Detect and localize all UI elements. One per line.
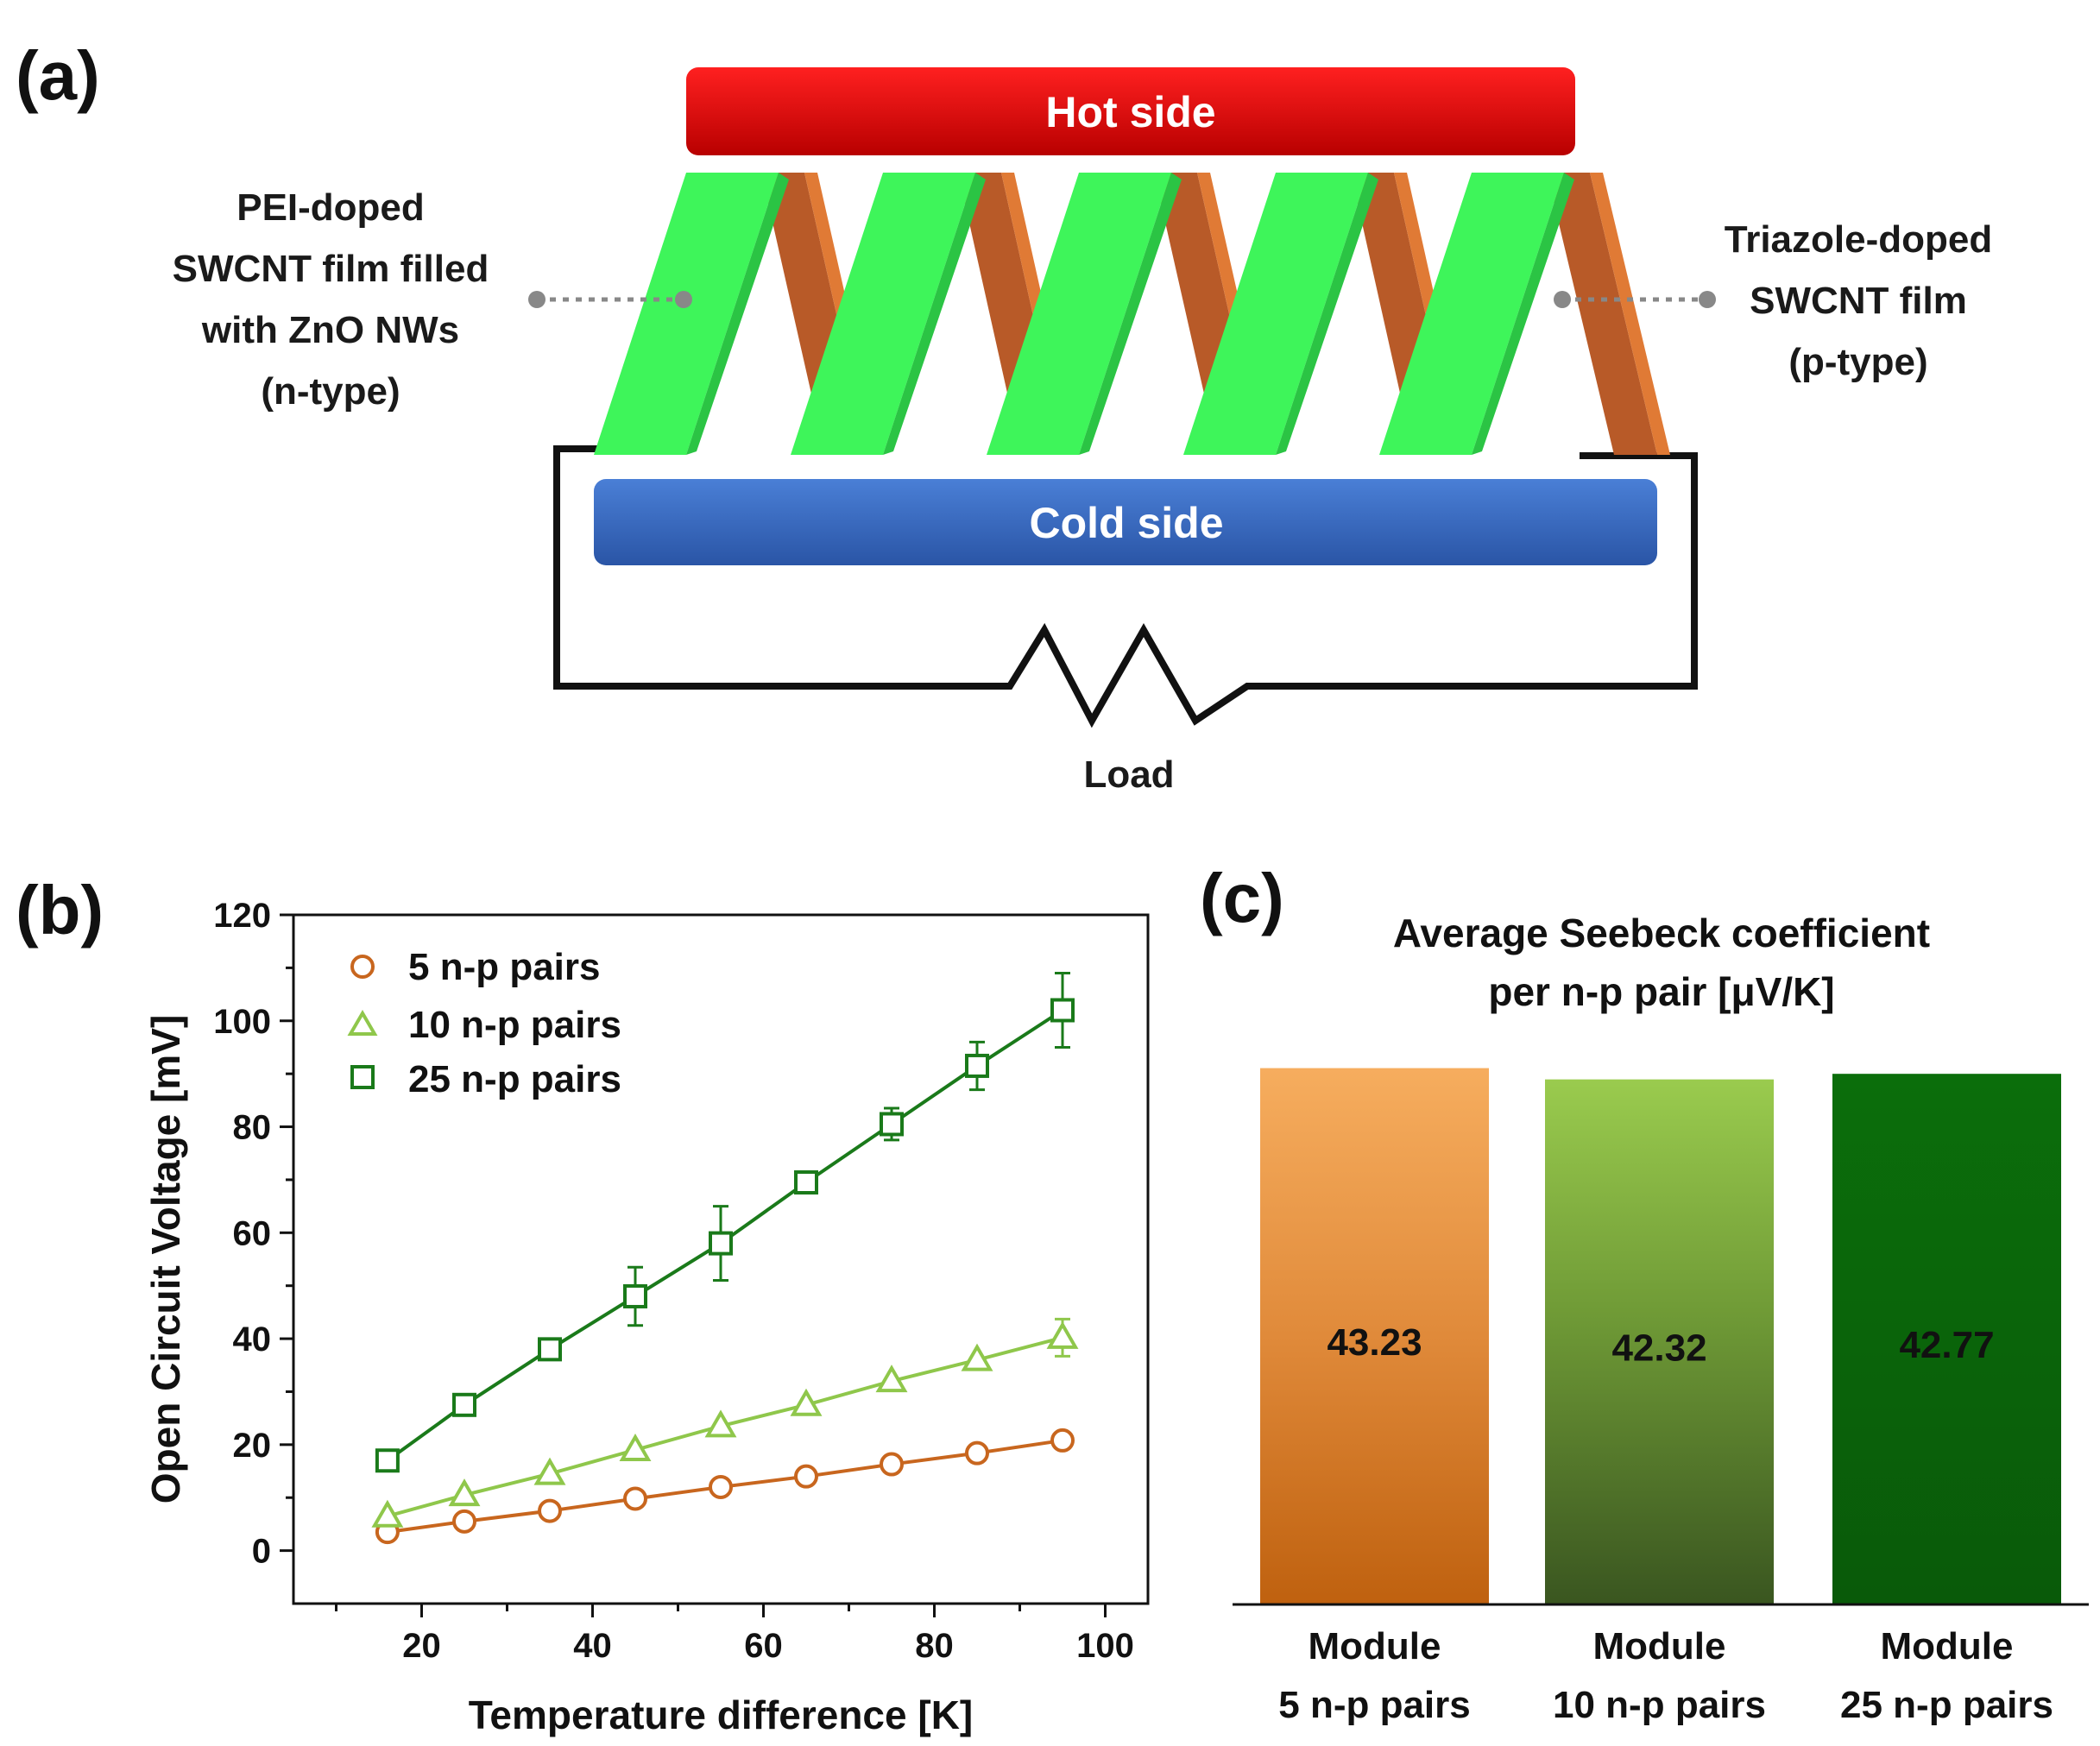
n-type-label-line3: with ZnO NWs bbox=[201, 309, 459, 351]
p-type-leg-edge bbox=[1590, 173, 1670, 455]
data-point-circle bbox=[709, 1474, 733, 1499]
data-point-square bbox=[709, 1231, 733, 1256]
data-point-square bbox=[375, 1448, 400, 1473]
x-tick-label: 60 bbox=[744, 1627, 783, 1665]
plot-b-frame bbox=[292, 913, 1150, 1605]
n-type-leg bbox=[987, 173, 1171, 455]
data-point-triangle bbox=[875, 1365, 908, 1393]
y-tick-label: 120 bbox=[213, 897, 271, 935]
bar bbox=[1545, 1079, 1774, 1604]
plot-c-title-line2: per n-p pair [μV/K] bbox=[1488, 969, 1834, 1014]
n-type-label-line2: SWCNT film filled bbox=[173, 248, 489, 290]
data-point-triangle bbox=[1046, 1321, 1079, 1349]
y-tick-label: 40 bbox=[233, 1321, 272, 1358]
panel-a-letter: (a) bbox=[16, 37, 100, 114]
hot-side-plate bbox=[686, 67, 1575, 155]
data-point-circle bbox=[452, 1509, 476, 1534]
bar-value-label: 43.23 bbox=[1327, 1321, 1422, 1364]
y-tick-label: 100 bbox=[213, 1003, 271, 1041]
plot-b-xlabel: Temperature difference [K] bbox=[469, 1692, 974, 1737]
panel-b-letter: (b) bbox=[16, 872, 104, 949]
x-tick-label: 40 bbox=[573, 1627, 612, 1665]
data-point-circle bbox=[1050, 1428, 1075, 1453]
y-tick-label: 20 bbox=[233, 1427, 272, 1465]
n-type-leg-edge bbox=[883, 173, 986, 455]
n-type-leg bbox=[791, 173, 975, 455]
circuit-wire bbox=[553, 445, 1698, 728]
legend-series-3: 25 n-p pairs bbox=[408, 1058, 621, 1100]
p-type-leg bbox=[1547, 173, 1657, 455]
bar-value-label: 42.77 bbox=[1899, 1324, 1994, 1366]
plot-c: 43.23 Module 5 n-p pairs 42.32 Module 10 n-p … bbox=[1260, 1068, 2061, 1726]
legend-series-2: 10 n-p pairs bbox=[408, 1004, 621, 1046]
plot-b-ylabel: Open Circuit Voltage [mV] bbox=[143, 1015, 188, 1504]
hot-side-label: Hot side bbox=[1045, 88, 1215, 136]
data-point-square bbox=[794, 1169, 818, 1194]
p-type-pointer-dot-right bbox=[1699, 291, 1716, 308]
n-type-leg-edge bbox=[686, 173, 789, 455]
n-type-leg-edge bbox=[1079, 173, 1182, 455]
data-point-triangle bbox=[790, 1388, 823, 1416]
bar-value-label: 42.32 bbox=[1611, 1327, 1706, 1369]
data-point-square bbox=[452, 1392, 476, 1417]
p-type-pointer-dot-left bbox=[1554, 291, 1571, 308]
n-type-pointer-dot-left bbox=[528, 291, 545, 308]
panel-c-letter: (c) bbox=[1200, 860, 1284, 936]
data-point-triangle bbox=[533, 1457, 566, 1485]
x-tick-label: 20 bbox=[402, 1627, 441, 1665]
bar-category-label: Module bbox=[1593, 1625, 1726, 1667]
plot-c-title-line1: Average Seebeck coefficient bbox=[1393, 911, 1930, 955]
p-type-label-line1: Triazole-doped bbox=[1725, 218, 1992, 261]
data-point-square bbox=[1050, 998, 1075, 1023]
bar-category-label: Module bbox=[1309, 1625, 1441, 1667]
data-point-circle bbox=[623, 1486, 647, 1511]
data-point-square bbox=[880, 1112, 904, 1137]
x-tick-label: 100 bbox=[1076, 1627, 1134, 1665]
data-point-square bbox=[623, 1283, 647, 1308]
y-tick-label: 60 bbox=[233, 1214, 272, 1252]
p-type-label-line2: SWCNT film bbox=[1750, 280, 1967, 322]
data-point-square bbox=[965, 1053, 989, 1078]
p-type-label-line3: (p-type) bbox=[1788, 341, 1927, 383]
legend-square-marker bbox=[350, 1065, 375, 1089]
bar-category-label: 10 n-p pairs bbox=[1553, 1684, 1766, 1726]
thermoelectric-legs bbox=[594, 173, 1670, 455]
data-point-circle bbox=[794, 1464, 818, 1489]
data-point-triangle bbox=[371, 1499, 404, 1528]
data-point-circle bbox=[880, 1452, 904, 1477]
bar bbox=[1832, 1074, 2061, 1604]
bar-category-label: 25 n-p pairs bbox=[1840, 1684, 2053, 1726]
n-type-pointer-dot-right bbox=[675, 291, 692, 308]
data-point-circle bbox=[965, 1440, 989, 1466]
plot-b-legend: 5 n-p pairs 10 n-p pairs 25 n-p pairs bbox=[347, 946, 621, 1100]
bar-category-label: 5 n-p pairs bbox=[1278, 1684, 1471, 1726]
load-label: Load bbox=[1083, 753, 1174, 796]
y-tick-label: 0 bbox=[252, 1533, 271, 1571]
cold-side-plate bbox=[594, 479, 1657, 565]
y-tick-label: 80 bbox=[233, 1109, 272, 1147]
n-type-leg bbox=[1379, 173, 1564, 455]
data-point-triangle bbox=[961, 1343, 993, 1371]
n-type-leg bbox=[594, 173, 779, 455]
n-type-leg bbox=[1183, 173, 1368, 455]
data-point-circle bbox=[538, 1498, 562, 1523]
data-point-square bbox=[538, 1337, 562, 1362]
bar bbox=[1260, 1068, 1489, 1604]
data-point-triangle bbox=[704, 1409, 737, 1438]
legend-triangle-marker bbox=[347, 1010, 378, 1036]
data-point-triangle bbox=[619, 1433, 652, 1461]
data-point-triangle bbox=[448, 1478, 481, 1507]
n-type-label-line4: (n-type) bbox=[261, 370, 400, 413]
n-type-label-line1: PEI-doped bbox=[236, 186, 425, 229]
x-tick-label: 80 bbox=[915, 1627, 954, 1665]
n-type-leg-edge bbox=[1472, 173, 1574, 455]
legend-series-1: 5 n-p pairs bbox=[408, 946, 601, 988]
cold-side-label: Cold side bbox=[1029, 499, 1223, 547]
n-type-leg-edge bbox=[1276, 173, 1378, 455]
plot-b: 0 20 40 60 80 100 120 20 40 60 80 100 bbox=[213, 897, 1134, 1665]
legend-circle-marker bbox=[350, 955, 375, 979]
bar-category-label: Module bbox=[1881, 1625, 2014, 1667]
